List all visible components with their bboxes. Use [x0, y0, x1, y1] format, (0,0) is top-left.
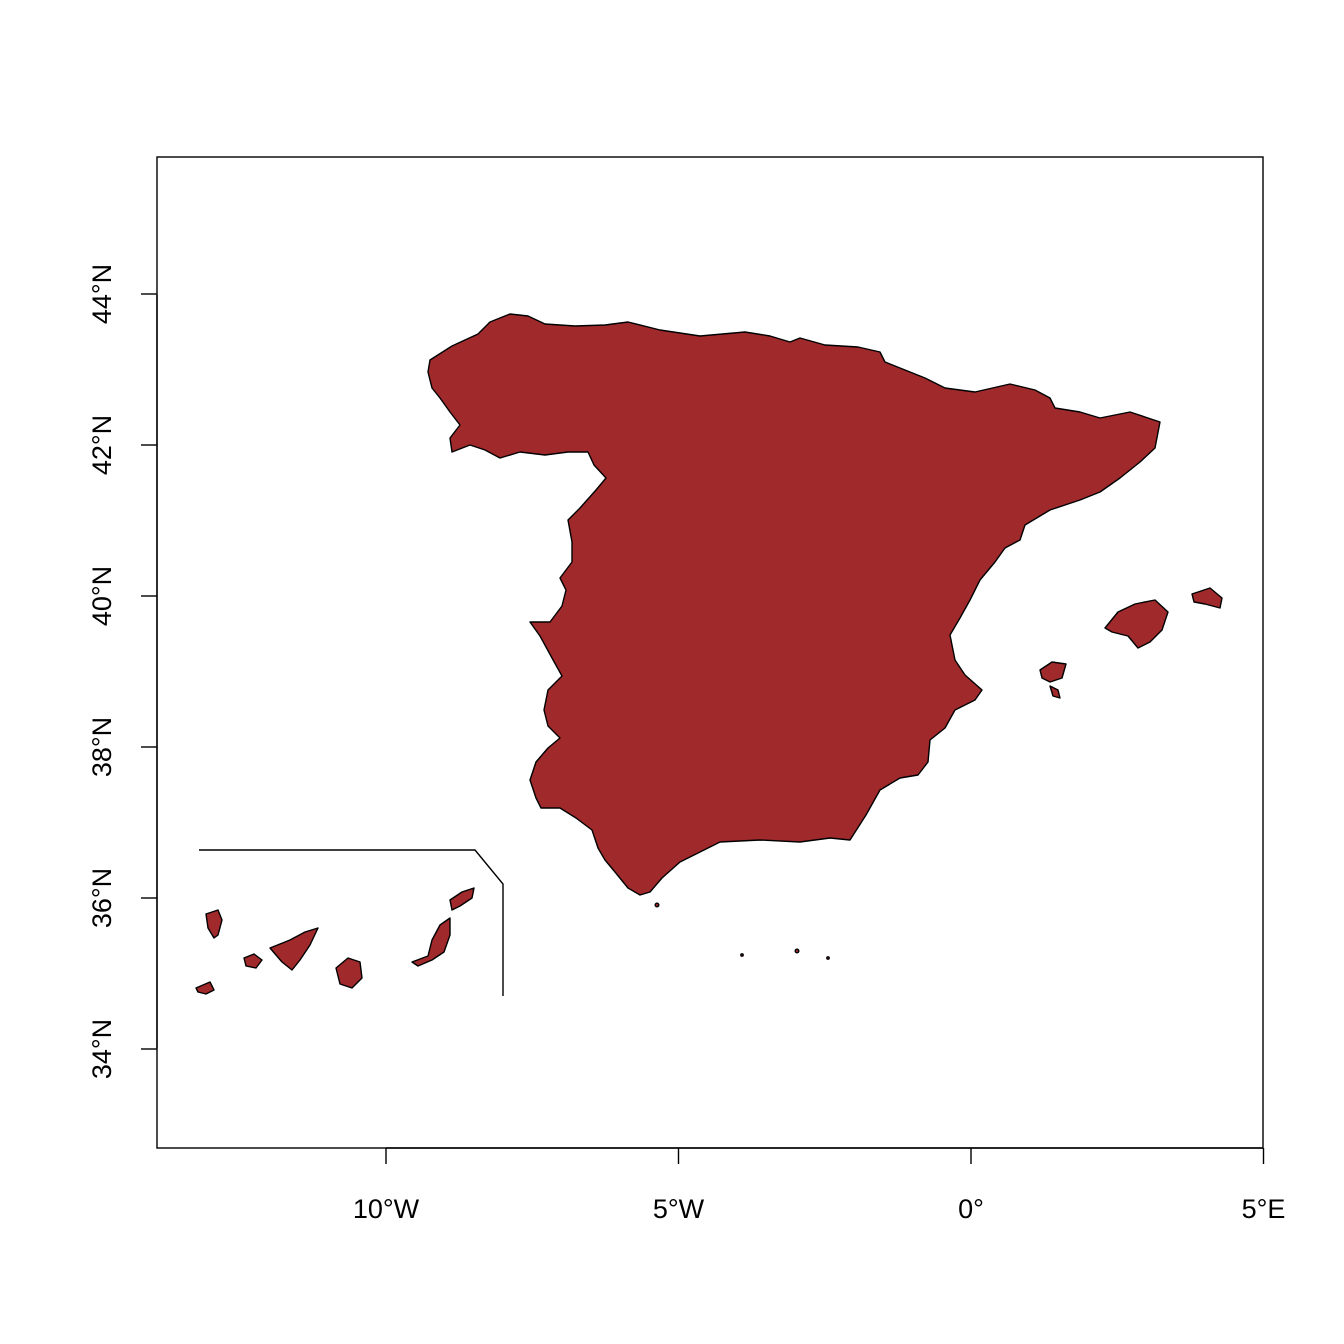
islet-2 [740, 953, 744, 957]
el-hierro [195, 981, 215, 995]
la-palma [205, 909, 223, 939]
formentera [1049, 685, 1061, 699]
x-tick-label: 5°W [653, 1194, 705, 1224]
la-gomera [243, 953, 263, 969]
mallorca [1104, 599, 1169, 649]
y-tick-label: 36°N [87, 868, 117, 928]
y-tick-label: 44°N [87, 264, 117, 324]
y-tick-label: 42°N [87, 415, 117, 475]
ibiza [1039, 661, 1067, 683]
lanzarote [449, 887, 475, 911]
land-group [195, 313, 1223, 995]
islet-3 [826, 956, 830, 960]
x-axis: 10°W 5°W 0° 5°E [353, 1147, 1286, 1224]
x-tick-label: 0° [958, 1194, 984, 1224]
y-tick-label: 34°N [87, 1019, 117, 1079]
mainland-spain [427, 313, 1161, 896]
islet-4 [654, 902, 660, 908]
x-tick-label: 10°W [353, 1194, 420, 1224]
y-axis: 34°N 36°N 38°N 40°N 42°N 44°N [87, 264, 158, 1079]
y-tick-label: 40°N [87, 566, 117, 626]
inset-border [199, 849, 504, 996]
y-tick-label: 38°N [87, 717, 117, 777]
menorca [1191, 587, 1223, 609]
tenerife [269, 927, 319, 971]
islet-1 [794, 948, 800, 954]
x-tick-label: 5°E [1242, 1194, 1286, 1224]
gran-canaria [335, 957, 363, 989]
fuerteventura [411, 917, 451, 967]
